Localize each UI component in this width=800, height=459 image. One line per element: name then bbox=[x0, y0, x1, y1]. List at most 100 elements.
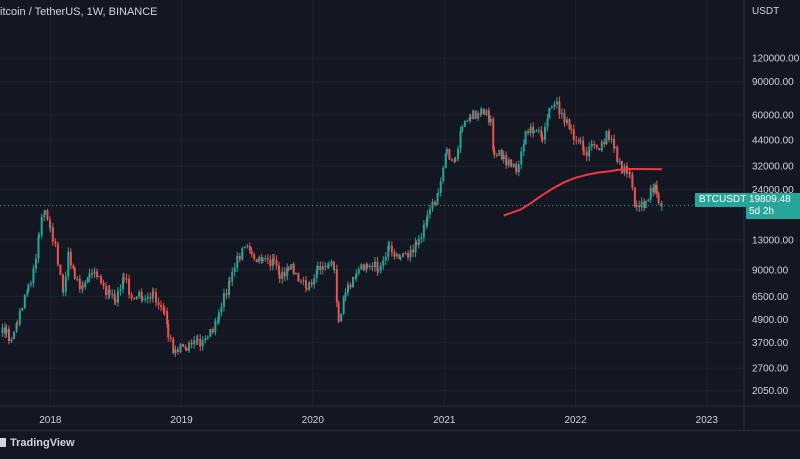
x-tick-label: 2022 bbox=[564, 415, 587, 426]
candle-body bbox=[190, 342, 193, 345]
candle-body bbox=[32, 268, 35, 284]
candle-body bbox=[502, 155, 505, 160]
candle-body bbox=[233, 267, 236, 272]
candle-body bbox=[579, 140, 582, 142]
candle-body bbox=[448, 149, 451, 160]
candle-body bbox=[128, 278, 131, 295]
tradingview-logo[interactable]: TradingView bbox=[0, 437, 75, 449]
candle-body bbox=[228, 280, 231, 295]
candle-body bbox=[81, 285, 84, 288]
tradingview-logo-icon bbox=[0, 438, 6, 447]
candle-body bbox=[167, 324, 170, 338]
candle-body bbox=[590, 144, 593, 147]
candle-body bbox=[116, 291, 119, 303]
candle-body bbox=[141, 298, 144, 300]
candle-body bbox=[330, 261, 333, 265]
candle-body bbox=[283, 271, 286, 277]
candle-body bbox=[111, 293, 114, 295]
candle-body bbox=[572, 129, 575, 141]
candle-body bbox=[457, 148, 460, 159]
candle-body bbox=[412, 249, 415, 253]
candle-body bbox=[357, 269, 360, 274]
candle-body bbox=[231, 271, 234, 282]
candle-body bbox=[23, 294, 26, 309]
moving-average-line bbox=[503, 168, 662, 217]
candle-body bbox=[404, 253, 407, 255]
candle-body bbox=[461, 126, 464, 131]
candle-body bbox=[135, 296, 138, 300]
candle-body bbox=[515, 163, 518, 173]
candle-body bbox=[657, 193, 660, 204]
candle-body bbox=[206, 337, 209, 339]
candle-body bbox=[399, 257, 402, 259]
candle-body bbox=[169, 337, 172, 339]
candle-body bbox=[321, 266, 324, 270]
candle-body bbox=[96, 271, 99, 277]
y-tick-label: 6500.00 bbox=[752, 292, 789, 303]
symbol-title[interactable]: itcoin / TetherUS, 1W, BINANCE bbox=[0, 6, 158, 18]
y-tick-label: 24000.00 bbox=[752, 185, 794, 196]
candle-body bbox=[211, 328, 214, 333]
candle-body bbox=[463, 120, 466, 127]
candle-body bbox=[138, 292, 141, 297]
candle-body bbox=[217, 312, 220, 321]
candle-body bbox=[16, 323, 19, 325]
x-tick-label: 2019 bbox=[170, 415, 193, 426]
candle-body bbox=[417, 238, 420, 245]
candle-body bbox=[105, 286, 108, 295]
candle-body bbox=[426, 214, 429, 223]
candle-body bbox=[73, 267, 76, 280]
y-tick-label: 2050.00 bbox=[752, 386, 789, 397]
candle-body bbox=[10, 339, 13, 342]
candle-body bbox=[384, 256, 387, 261]
candle-body bbox=[608, 130, 611, 140]
candle-body bbox=[474, 110, 477, 119]
candle-body bbox=[140, 292, 143, 300]
candle-body bbox=[59, 264, 62, 275]
candle-body bbox=[27, 284, 30, 292]
candle-body bbox=[241, 248, 244, 260]
candle-body bbox=[546, 118, 549, 127]
candle-body bbox=[225, 293, 228, 295]
candle-body bbox=[195, 340, 198, 342]
candle-body bbox=[660, 203, 663, 207]
candle-body bbox=[286, 267, 289, 277]
candle-body bbox=[255, 259, 258, 263]
candle-body bbox=[603, 141, 606, 145]
candle-body bbox=[368, 265, 371, 268]
candle-body bbox=[480, 108, 483, 114]
candle-body bbox=[436, 193, 439, 206]
candle-body bbox=[64, 276, 67, 292]
candle-body bbox=[62, 291, 65, 293]
candle-body bbox=[166, 311, 169, 325]
candle-body bbox=[379, 265, 382, 271]
candle-body bbox=[631, 174, 634, 188]
candle-body bbox=[532, 126, 535, 134]
candle-body bbox=[428, 208, 431, 215]
candle-body bbox=[638, 205, 641, 208]
candle-body bbox=[163, 310, 166, 312]
candle-body bbox=[535, 130, 538, 132]
candle-body bbox=[395, 254, 398, 257]
candle-body bbox=[310, 282, 313, 285]
candle-body bbox=[5, 328, 8, 334]
candle-body bbox=[326, 265, 329, 267]
y-tick-label: 2700.00 bbox=[752, 364, 789, 375]
candle-body bbox=[352, 277, 355, 288]
y-tick-label: 4900.00 bbox=[752, 315, 789, 326]
candle-body bbox=[459, 130, 462, 149]
candle-body bbox=[4, 327, 7, 334]
candle-body bbox=[102, 282, 105, 287]
candle-body bbox=[360, 264, 363, 270]
candle-body bbox=[527, 131, 530, 134]
candle-body bbox=[304, 280, 307, 288]
candle-body bbox=[292, 263, 295, 274]
candle-body bbox=[43, 214, 46, 217]
candle-body bbox=[78, 278, 81, 289]
candle-body bbox=[248, 245, 251, 251]
candle-body bbox=[185, 348, 188, 351]
candle-body bbox=[107, 289, 110, 295]
tradingview-brand-label: TradingView bbox=[10, 437, 75, 449]
